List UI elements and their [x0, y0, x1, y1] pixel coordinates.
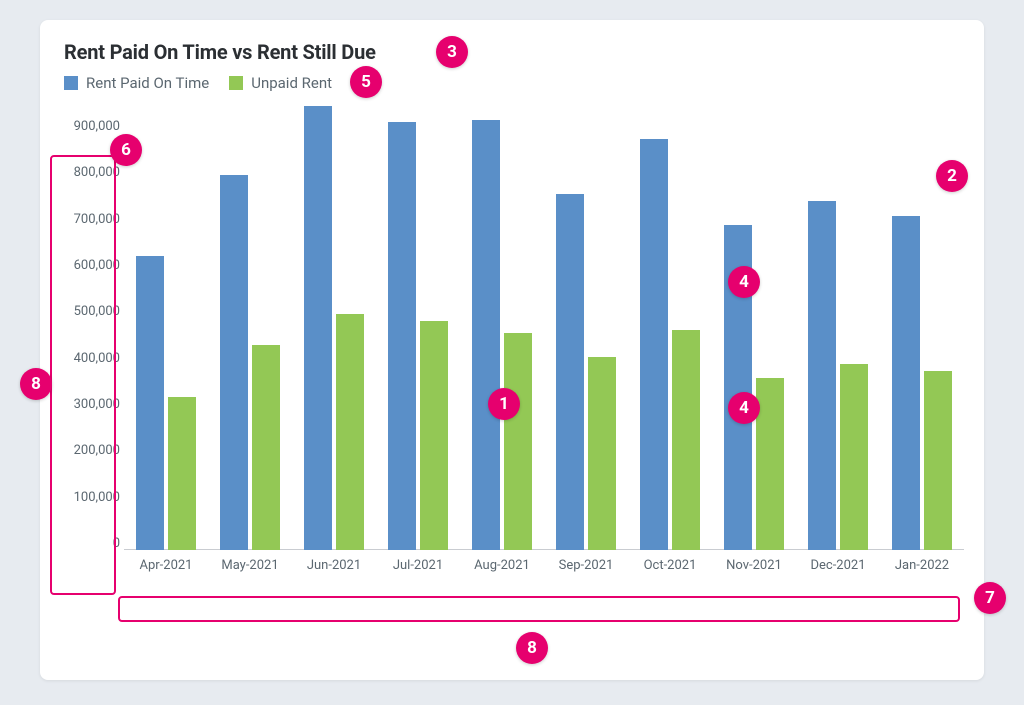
chart-plot-area: 0 100,000 200,000 300,000 400,000 500,000 600,… [64, 120, 960, 578]
annotation-badge: 6 [110, 134, 142, 166]
annotation-badge: 4 [728, 266, 760, 298]
bar-unpaid[interactable] [588, 357, 616, 551]
bar-unpaid[interactable] [252, 345, 280, 550]
legend-swatch-unpaid [229, 76, 243, 90]
y-tick-label: 500,000 [64, 305, 120, 318]
y-tick-label: 0 [64, 537, 120, 550]
y-tick-label: 600,000 [64, 259, 120, 272]
bar-unpaid[interactable] [168, 397, 196, 550]
y-tick-label: 800,000 [64, 166, 120, 179]
bar-paid[interactable] [556, 194, 584, 550]
legend-item-paid[interactable]: Rent Paid On Time [64, 74, 209, 92]
legend-label-unpaid: Unpaid Rent [251, 74, 332, 92]
x-tick-label: Oct-2021 [628, 558, 712, 573]
x-tick-label: Jan-2022 [880, 558, 964, 573]
plot [124, 120, 964, 550]
bar-paid[interactable] [808, 201, 836, 550]
annotation-badge: 8 [516, 632, 548, 664]
bar-paid[interactable] [388, 122, 416, 550]
x-axis: Apr-2021May-2021Jun-2021Jul-2021Aug-2021… [124, 558, 964, 573]
bar-unpaid[interactable] [924, 371, 952, 550]
annotation-badge: 2 [936, 160, 968, 192]
bar-unpaid[interactable] [840, 364, 868, 550]
annotation-badge: 5 [350, 66, 382, 98]
annotation-badge: 7 [974, 582, 1006, 614]
y-tick-label: 900,000 [64, 120, 120, 133]
x-tick-label: Sep-2021 [544, 558, 628, 573]
annotation-badge: 1 [488, 388, 520, 420]
chart-card: Rent Paid On Time vs Rent Still Due Rent… [40, 20, 984, 680]
bar-paid[interactable] [304, 106, 332, 550]
bar-paid[interactable] [136, 256, 164, 550]
annotation-badge: 8 [20, 368, 52, 400]
x-axis-line [124, 549, 964, 550]
bar-paid[interactable] [220, 175, 248, 550]
bar-paid[interactable] [640, 139, 668, 550]
bar-unpaid[interactable] [336, 314, 364, 551]
y-tick-label: 300,000 [64, 398, 120, 411]
y-tick-label: 100,000 [64, 491, 120, 504]
bar-paid[interactable] [472, 120, 500, 550]
legend-label-paid: Rent Paid On Time [86, 74, 209, 92]
legend-swatch-paid [64, 76, 78, 90]
chart-legend: Rent Paid On Time Unpaid Rent [64, 74, 960, 92]
x-tick-label: Jun-2021 [292, 558, 376, 573]
y-tick-label: 700,000 [64, 213, 120, 226]
x-tick-label: Dec-2021 [796, 558, 880, 573]
annotation-badge: 3 [436, 36, 468, 68]
y-tick-label: 200,000 [64, 444, 120, 457]
x-tick-label: Jul-2021 [376, 558, 460, 573]
bar-unpaid[interactable] [504, 333, 532, 550]
bar-unpaid[interactable] [420, 321, 448, 550]
legend-item-unpaid[interactable]: Unpaid Rent [229, 74, 332, 92]
chart-title: Rent Paid On Time vs Rent Still Due [64, 40, 960, 64]
bar-unpaid[interactable] [756, 378, 784, 550]
bar-paid[interactable] [892, 216, 920, 550]
x-tick-label: Aug-2021 [460, 558, 544, 573]
x-tick-label: May-2021 [208, 558, 292, 573]
bar-unpaid[interactable] [672, 330, 700, 550]
annotation-badge: 4 [728, 392, 760, 424]
x-tick-label: Nov-2021 [712, 558, 796, 573]
y-axis: 0 100,000 200,000 300,000 400,000 500,000 600,… [64, 120, 120, 550]
y-tick-label: 400,000 [64, 352, 120, 365]
x-tick-label: Apr-2021 [124, 558, 208, 573]
